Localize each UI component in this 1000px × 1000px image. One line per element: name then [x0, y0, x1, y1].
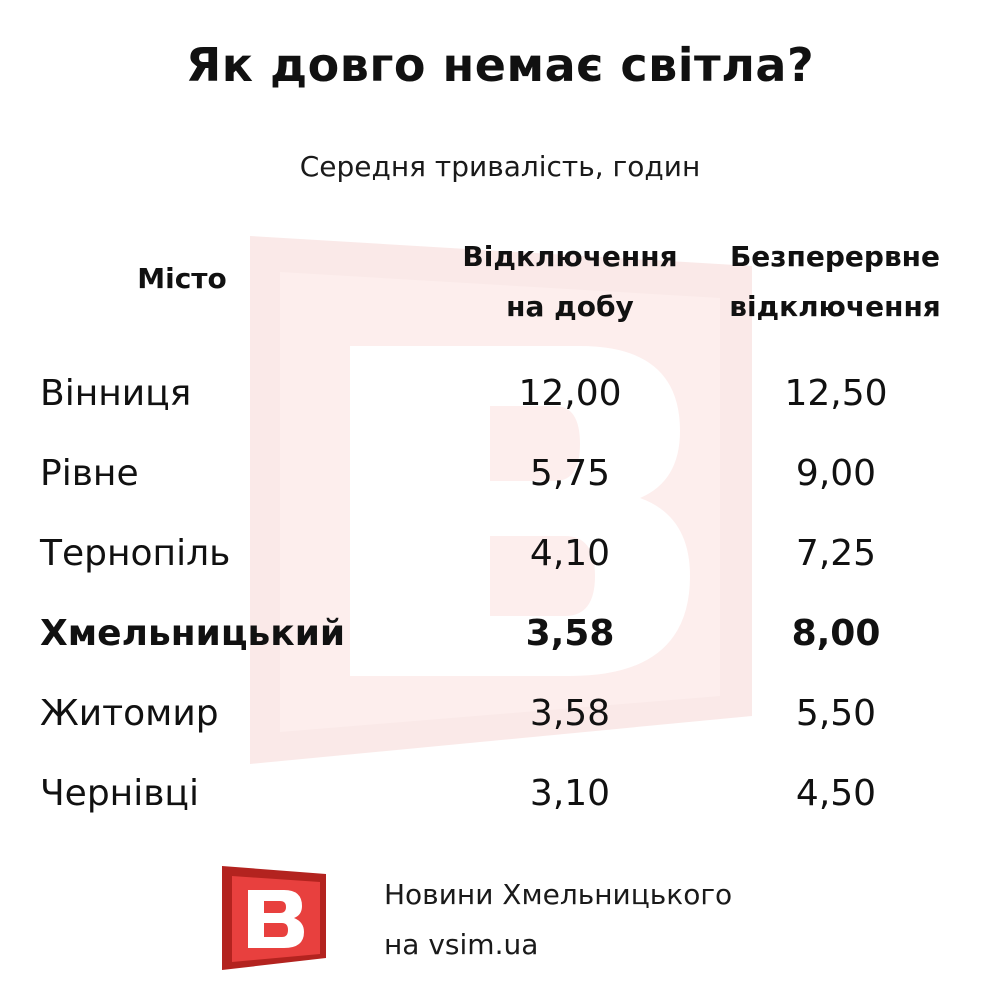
daily-value-cell: 3,58: [529, 693, 611, 734]
table-row: Рівне 5,75 9,00: [0, 444, 1000, 504]
daily-value-cell: 3,58: [525, 613, 615, 654]
table-row: Хмельницький 3,58 8,00: [0, 604, 1000, 664]
daily-value-cell: 3,10: [529, 773, 611, 814]
table-row: Чернівці 3,10 4,50: [0, 764, 1000, 824]
footer-line1: Новини Хмельницького: [384, 878, 733, 911]
table-row: Тернопіль 4,10 7,25: [0, 524, 1000, 584]
city-cell: Житомир: [40, 693, 219, 734]
continuous-value-cell: 9,00: [795, 453, 877, 494]
daily-value-cell: 4,10: [529, 533, 611, 574]
continuous-value-cell: 7,25: [795, 533, 877, 574]
continuous-value-cell: 8,00: [791, 613, 881, 654]
column-header-continuous-line1: Безперервне: [729, 240, 941, 273]
column-header-daily: Відключення на добу: [440, 232, 700, 332]
continuous-value-cell: 4,50: [795, 773, 877, 814]
footer-caption: Новини Хмельницького на vsim.ua: [384, 870, 732, 970]
table-row: Житомир 3,58 5,50: [0, 684, 1000, 744]
column-header-daily-line1: Відключення: [462, 240, 678, 273]
city-cell: Рівне: [40, 453, 139, 494]
city-cell: Вінниця: [40, 373, 192, 414]
city-cell: Чернівці: [40, 773, 199, 814]
daily-value-cell: 12,00: [518, 373, 622, 414]
daily-value-cell: 5,75: [529, 453, 611, 494]
footer-line2: на vsim.ua: [384, 928, 539, 961]
column-header-continuous-line2: відключення: [729, 290, 941, 323]
city-cell: Тернопіль: [40, 533, 231, 574]
city-cell: Хмельницький: [40, 613, 346, 654]
column-header-daily-line2: на добу: [506, 290, 634, 323]
column-header-city: Місто: [137, 262, 227, 295]
table-row: Вінниця 12,00 12,50: [0, 364, 1000, 424]
continuous-value-cell: 5,50: [795, 693, 877, 734]
chart-title: Як довго немає світла?: [185, 38, 815, 92]
vsim-logo-watermark-icon: [250, 236, 752, 764]
vsim-logo-icon: [222, 866, 326, 970]
column-header-continuous: Безперервне відключення: [700, 232, 970, 332]
chart-subtitle: Середня тривалість, годин: [299, 150, 701, 183]
continuous-value-cell: 12,50: [784, 373, 888, 414]
